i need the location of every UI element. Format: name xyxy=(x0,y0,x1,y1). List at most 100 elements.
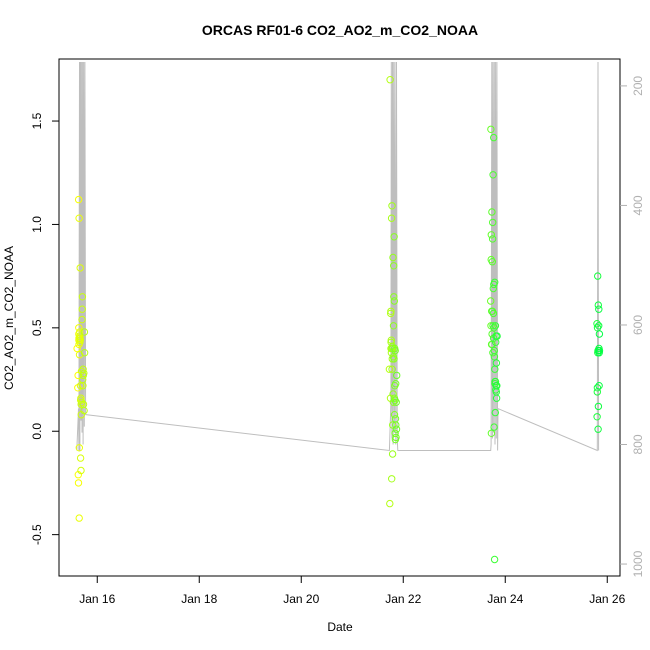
data-point xyxy=(593,413,601,421)
data-point xyxy=(392,380,400,388)
data-point xyxy=(80,406,88,415)
data-point xyxy=(386,76,394,84)
x-tick-label: Jan 16 xyxy=(79,592,115,606)
data-point xyxy=(78,305,86,313)
data-point xyxy=(79,382,87,390)
data-point xyxy=(389,421,397,429)
x-tick-label: Jan 18 xyxy=(181,592,217,606)
data-point xyxy=(595,346,604,355)
data-point xyxy=(388,475,396,483)
data-point xyxy=(73,344,81,353)
data-point xyxy=(390,355,398,363)
data-point xyxy=(390,297,398,305)
data-point xyxy=(75,214,83,222)
data-point xyxy=(491,278,499,286)
data-point xyxy=(76,382,85,390)
data-point xyxy=(75,351,84,359)
data-point xyxy=(388,365,396,373)
data-point xyxy=(74,479,83,487)
data-point xyxy=(392,433,400,442)
data-point xyxy=(390,293,398,301)
data-point xyxy=(595,382,603,390)
data-point xyxy=(490,133,498,142)
data-point xyxy=(487,125,495,134)
data-point xyxy=(595,305,603,313)
data-point xyxy=(389,322,398,330)
data-point xyxy=(390,262,398,270)
data-point xyxy=(389,344,397,353)
data-point xyxy=(489,349,497,357)
data-point xyxy=(387,214,396,222)
data-point xyxy=(77,466,85,475)
data-point xyxy=(491,322,500,330)
data-point xyxy=(80,349,89,357)
data-point xyxy=(75,444,84,452)
plot-frame xyxy=(58,58,621,577)
data-point xyxy=(487,297,495,305)
data-point xyxy=(594,425,602,433)
data-points xyxy=(73,76,604,564)
y2-tick-label: 1000 xyxy=(631,550,645,577)
data-point xyxy=(388,202,396,210)
data-point xyxy=(387,307,395,315)
y-tick-label: 1.0 xyxy=(30,216,44,233)
data-point xyxy=(593,384,602,392)
y2-tick-label: 600 xyxy=(631,315,645,335)
data-point xyxy=(385,365,394,373)
y-axis-label: CO2_AO2_m_CO2_NOAA xyxy=(2,246,16,390)
data-point xyxy=(75,324,83,332)
data-point xyxy=(80,369,88,377)
data-point xyxy=(389,253,397,262)
data-point xyxy=(492,359,501,367)
data-point xyxy=(594,402,603,411)
data-point xyxy=(78,315,86,324)
data-point xyxy=(392,398,400,406)
data-point xyxy=(75,514,83,522)
data-point xyxy=(492,394,501,402)
x-axis-label: Date xyxy=(327,620,353,634)
data-point xyxy=(77,367,86,375)
data-point xyxy=(76,264,84,272)
data-point xyxy=(489,171,497,179)
data-point xyxy=(391,346,399,355)
data-point xyxy=(489,309,498,318)
data-point xyxy=(78,398,86,406)
data-point xyxy=(392,425,401,433)
data-point xyxy=(493,382,501,390)
y-axis: -0.5 0.0 0.5 1.0 1.5 xyxy=(30,112,59,545)
data-point xyxy=(491,377,500,386)
data-point xyxy=(488,258,496,266)
data-point xyxy=(491,408,499,417)
data-point xyxy=(594,301,602,309)
data-point xyxy=(76,454,85,462)
data-point xyxy=(487,429,496,437)
data-point xyxy=(392,421,400,429)
x-tick-label: Jan 22 xyxy=(385,592,421,606)
data-point xyxy=(78,293,87,301)
y2-axis: 200 400 600 800 1000 xyxy=(620,76,645,577)
data-point xyxy=(393,371,401,380)
chart-title: ORCAS RF01-6 CO2_AO2_m_CO2_NOAA xyxy=(202,22,478,38)
x-axis: Jan 16 Jan 18 Jan 20 Jan 22 Jan 24 Jan 26 xyxy=(79,576,626,606)
data-point xyxy=(74,195,83,204)
y-tick-label: 1.5 xyxy=(30,112,44,129)
y-tick-label: 0.0 xyxy=(30,423,44,440)
data-point xyxy=(386,499,394,508)
data-point xyxy=(595,322,603,330)
x-tick-label: Jan 24 xyxy=(487,592,523,606)
altitude-trace-line xyxy=(76,61,600,452)
data-point xyxy=(76,336,85,344)
data-point xyxy=(388,450,397,458)
data-point xyxy=(490,555,499,564)
data-point xyxy=(489,218,497,227)
x-tick-label: Jan 20 xyxy=(283,592,319,606)
data-point xyxy=(490,324,498,332)
data-point xyxy=(389,398,398,406)
data-point xyxy=(488,235,497,243)
data-point xyxy=(488,208,496,216)
data-point xyxy=(595,330,604,338)
data-point xyxy=(593,320,601,328)
y-tick-label: 0.5 xyxy=(30,319,44,336)
x-tick-label: Jan 26 xyxy=(589,592,625,606)
